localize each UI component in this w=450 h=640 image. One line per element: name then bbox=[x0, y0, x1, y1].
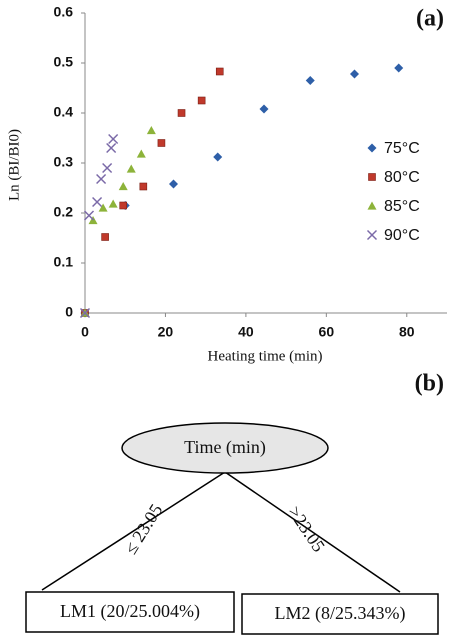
legend-marker bbox=[366, 229, 378, 241]
marker bbox=[259, 104, 269, 114]
legend-marker bbox=[368, 173, 376, 181]
panel-label: (b) bbox=[415, 371, 444, 397]
edge-label: >23.05 bbox=[284, 502, 329, 555]
y-tick-label: 0.1 bbox=[54, 254, 74, 270]
legend-label: 80°C bbox=[384, 169, 420, 186]
marker bbox=[108, 133, 119, 145]
legend-label: 85°C bbox=[384, 198, 420, 215]
marker bbox=[96, 173, 107, 185]
marker bbox=[83, 210, 95, 221]
marker bbox=[102, 162, 113, 174]
marker bbox=[146, 126, 156, 135]
x-axis-label: Heating time (min) bbox=[208, 348, 323, 364]
marker bbox=[118, 182, 128, 191]
marker bbox=[92, 196, 103, 208]
marker bbox=[157, 139, 166, 147]
root-node bbox=[121, 422, 329, 474]
panel-label: (a) bbox=[416, 6, 444, 32]
legend-marker bbox=[367, 201, 377, 210]
y-axis-label: Ln (BI/BI0) bbox=[6, 129, 22, 201]
x-tick-label: 0 bbox=[81, 324, 89, 340]
marker bbox=[177, 109, 186, 117]
y-tick-label: 0.4 bbox=[54, 104, 74, 120]
marker bbox=[119, 201, 128, 210]
y-tick-label: 0.6 bbox=[54, 4, 74, 20]
leaf-node bbox=[241, 593, 439, 635]
x-tick-label: 60 bbox=[319, 324, 335, 340]
marker bbox=[98, 203, 108, 212]
leaf-node bbox=[25, 591, 235, 633]
marker bbox=[215, 67, 224, 76]
y-tick-label: 0.3 bbox=[54, 154, 74, 170]
root-label: Time (min) bbox=[184, 437, 266, 458]
leaf-label: LM1 (20/25.004%) bbox=[60, 601, 200, 622]
marker bbox=[79, 307, 91, 319]
leaf-label: LM2 (8/25.343%) bbox=[275, 603, 406, 624]
edge-label: ≤ 23.05 bbox=[120, 500, 166, 557]
marker bbox=[197, 96, 206, 105]
marker bbox=[136, 149, 146, 158]
legend-label: 90°C bbox=[384, 227, 420, 244]
marker bbox=[101, 233, 109, 241]
marker bbox=[213, 152, 223, 162]
marker bbox=[106, 142, 117, 154]
marker bbox=[126, 164, 136, 173]
marker bbox=[168, 179, 178, 189]
marker bbox=[305, 76, 315, 85]
tree-edge bbox=[41, 471, 226, 591]
tree-edge bbox=[224, 471, 401, 593]
x-tick-label: 20 bbox=[158, 324, 174, 340]
x-tick-label: 40 bbox=[238, 324, 254, 340]
y-tick-label: 0 bbox=[65, 304, 73, 320]
marker bbox=[394, 63, 404, 73]
marker bbox=[108, 199, 118, 208]
marker bbox=[349, 69, 359, 79]
legend-label: 75°C bbox=[384, 140, 420, 157]
marker bbox=[139, 182, 148, 191]
y-tick-label: 0.2 bbox=[54, 204, 74, 220]
x-tick-label: 80 bbox=[399, 324, 415, 340]
legend-marker bbox=[367, 143, 377, 153]
y-tick-label: 0.5 bbox=[54, 54, 74, 70]
